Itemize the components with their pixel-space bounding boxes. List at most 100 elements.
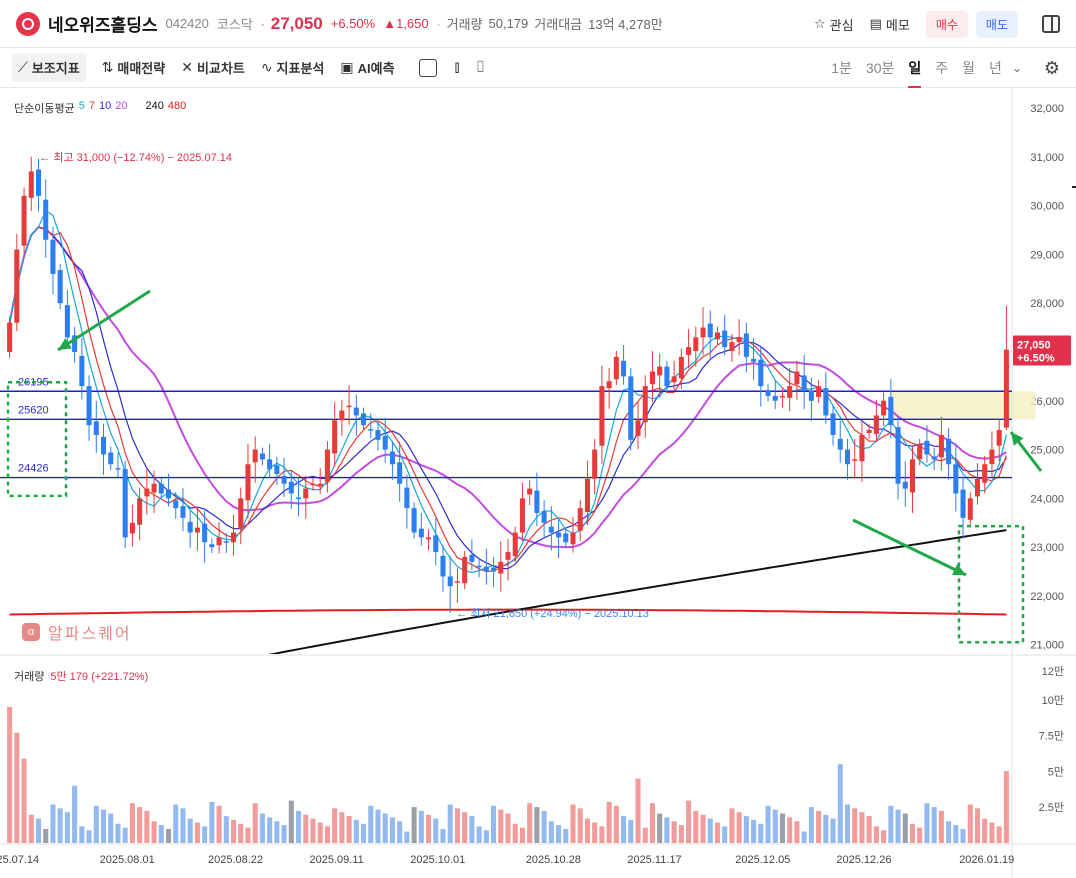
tab-day[interactable]: 일 (908, 48, 922, 88)
candle-body (852, 459, 858, 461)
dashed-annotation-box (6, 380, 68, 498)
candle-body (664, 366, 670, 387)
volume-bar (584, 818, 590, 843)
volume-bar (960, 828, 966, 843)
volume-bar (621, 816, 627, 843)
candle-body (642, 386, 648, 423)
volume-bar (743, 816, 749, 843)
buy-button[interactable]: 매수 (925, 10, 968, 38)
volume-value: 50,179 (488, 16, 529, 31)
arrow-head (952, 564, 966, 575)
volume-bar (888, 805, 894, 843)
candle-body (657, 366, 663, 376)
x-tick-label: 2025.08.01 (100, 854, 155, 866)
volume-bar (165, 828, 172, 843)
watch-button[interactable]: ☆ 관심 (814, 16, 854, 33)
tab-month[interactable]: 월 (962, 60, 976, 76)
gear-icon[interactable]: ⚙ (1043, 58, 1060, 78)
volume-bar (772, 809, 778, 843)
side-panel-icon[interactable] (1042, 15, 1060, 33)
candle-body (548, 526, 554, 533)
volume-bar (613, 805, 619, 843)
strategy-button[interactable]: ⇅ 매매전략 (101, 59, 166, 76)
volume-bar (837, 764, 843, 843)
compare-button[interactable]: ✕ 비교차트 (181, 59, 245, 76)
candle-body (707, 323, 713, 338)
volume-bar (989, 822, 995, 843)
candle-body (714, 332, 720, 340)
indicator-button[interactable]: ⟋ 보조지표 (12, 53, 86, 82)
candle-body (115, 468, 121, 470)
volume-bar (35, 818, 42, 843)
candle-body (693, 337, 699, 352)
volume-bar (259, 813, 265, 843)
volume-bar (642, 827, 648, 843)
candle-body (389, 451, 395, 465)
watermark-text: 알파스퀘어 (48, 626, 132, 643)
candle-body (230, 532, 237, 543)
volume-bar (151, 821, 157, 843)
volume-bar (714, 822, 720, 843)
candle-body (902, 481, 908, 489)
level-label: 25620 (18, 404, 49, 416)
tab-1min[interactable]: 1분 (831, 60, 852, 76)
candle-body (274, 465, 280, 474)
volume-bar (404, 831, 410, 843)
volume-bar (187, 818, 193, 843)
candle-body (787, 386, 793, 398)
volume-bar (281, 825, 287, 843)
candle-body (129, 522, 135, 534)
sell-button[interactable]: 매도 (975, 10, 1018, 38)
volume-bar (830, 818, 836, 843)
candle-body (556, 532, 562, 538)
volume-bar (100, 809, 107, 843)
candle-body (317, 483, 323, 486)
volume-tick-label: 7.5만 (1039, 730, 1064, 743)
candle-body (151, 483, 157, 493)
tab-year[interactable]: 년 (989, 60, 1002, 76)
checkbox-icon[interactable] (418, 58, 437, 77)
ai-predict-button[interactable]: ▣ AI예측 (340, 59, 395, 76)
x-tick-label: 2025.12.05 (735, 854, 790, 866)
memo-button[interactable]: ▤ 메모 (869, 16, 910, 33)
candle-body (982, 464, 988, 483)
candle-body (303, 488, 309, 499)
volume-legend: 거래량 5만 179 (+221.72%) (14, 668, 148, 684)
volume-legend-value: 5만 179 (+221.72%) (50, 671, 149, 683)
change-amount: ▲1,650 (383, 16, 429, 31)
candle-body (79, 355, 85, 387)
volume-bar (137, 807, 143, 843)
volume-bar (534, 807, 540, 843)
candle-body (743, 333, 749, 357)
volume-bar (722, 826, 728, 843)
x-tick-label: 2025.11.17 (627, 854, 681, 866)
volume-bar (375, 809, 381, 843)
price-tag (1013, 335, 1071, 366)
candle-body (35, 169, 42, 196)
volume-bar (570, 804, 576, 843)
price-chart[interactable]: 32,00031,00030,00029,00028,00027,00026,0… (0, 88, 1076, 878)
volume-bar (902, 813, 908, 843)
tab-30min[interactable]: 30분 (865, 60, 895, 76)
ma-legend-label: 단순이동평균 (14, 103, 75, 115)
candle-body (173, 500, 179, 509)
candle-icon[interactable]: ⫾ (454, 58, 460, 76)
candle-body (332, 420, 338, 454)
volume-bar (368, 805, 374, 843)
analysis-button[interactable]: ∿ 지표분석 (260, 59, 325, 76)
candle-body (772, 395, 778, 401)
x-tick-label: 2026.01.19 (959, 854, 1014, 866)
candle-body (1003, 349, 1009, 428)
volume-bar (852, 808, 858, 843)
stock-name[interactable]: 네오위즈홀딩스 (48, 16, 158, 35)
candle-body (64, 305, 70, 338)
camera-icon[interactable]: ⌷ (475, 58, 486, 76)
candle-body (216, 537, 222, 546)
chevron-down-icon[interactable]: ⌄ (1011, 61, 1022, 75)
volume-bar (974, 808, 981, 843)
candle-body (462, 556, 468, 584)
candle-body (823, 388, 829, 416)
tab-week[interactable]: 주 (935, 60, 949, 76)
candle-body (996, 430, 1002, 446)
ma10-line (9, 226, 1007, 570)
